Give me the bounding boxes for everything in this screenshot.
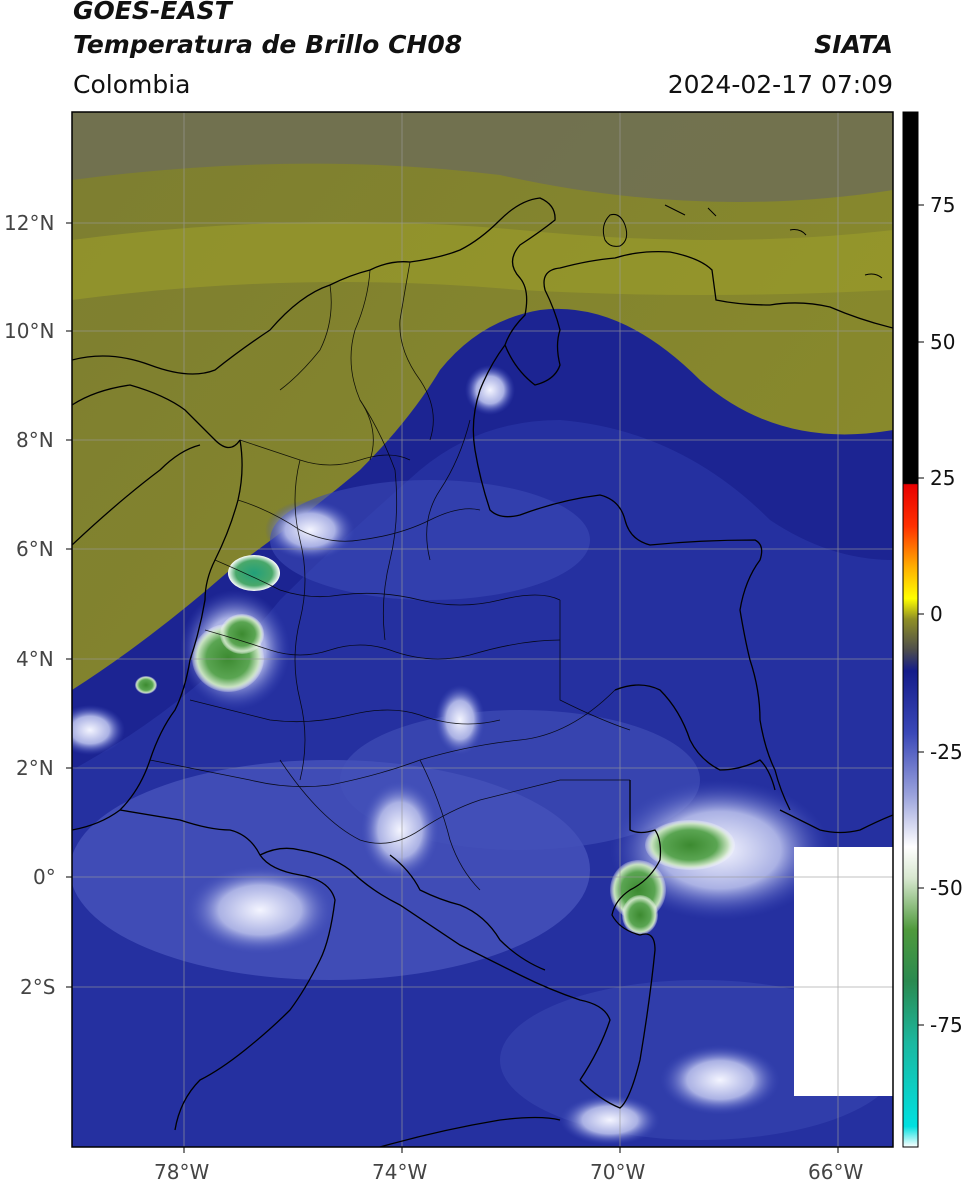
lat-label-2n: 2°N bbox=[16, 756, 54, 780]
lat-label-6n: 6°N bbox=[16, 537, 54, 561]
region-label: Colombia bbox=[73, 70, 191, 99]
island-small bbox=[707, 207, 717, 217]
amazon-south bbox=[379, 1116, 561, 1147]
satellite-title: GOES-EAST bbox=[73, 0, 232, 25]
cloud-top-5 bbox=[465, 365, 515, 415]
convective-core-east-3 bbox=[622, 895, 658, 935]
lon-label-74w: 74°W bbox=[372, 1160, 428, 1184]
colorbar-label-minus25: -25 bbox=[930, 740, 963, 764]
lat-label-8n: 8°N bbox=[16, 428, 54, 452]
cloud-top-8 bbox=[72, 705, 125, 755]
venezuela-south-border bbox=[779, 809, 893, 834]
island-bonaire bbox=[664, 204, 686, 216]
cloud-top-7 bbox=[560, 1095, 660, 1145]
island-margarita bbox=[789, 229, 807, 236]
colorbar-label-minus50: -50 bbox=[930, 876, 963, 900]
lat-label-2s: 2°S bbox=[20, 975, 56, 999]
colorbar-label-minus75: -75 bbox=[930, 1013, 963, 1037]
lon-label-78w: 78°W bbox=[154, 1160, 210, 1184]
organization-label: SIATA bbox=[814, 30, 893, 59]
colombia-brazil-border bbox=[579, 780, 662, 1109]
cloud-top-2 bbox=[360, 780, 440, 880]
convective-core-north bbox=[228, 555, 280, 591]
lon-label-70w: 70°W bbox=[590, 1160, 646, 1184]
map-frame bbox=[71, 111, 894, 1148]
island-curacao bbox=[602, 214, 628, 247]
convective-core-east bbox=[645, 820, 735, 870]
cloud-top-4 bbox=[265, 500, 355, 560]
department-lines bbox=[149, 261, 631, 891]
colombia-venezuela-border bbox=[472, 344, 791, 811]
convective-core-small bbox=[135, 676, 157, 694]
datetime-label: 2024-02-17 07:09 bbox=[667, 70, 893, 99]
cloud-top-3 bbox=[435, 685, 485, 755]
colorbar-label-75: 75 bbox=[930, 193, 956, 217]
colorbar-label-25: 25 bbox=[930, 466, 956, 490]
colorbar bbox=[902, 111, 919, 1148]
lat-label-12n: 12°N bbox=[4, 211, 55, 235]
borders bbox=[72, 197, 893, 1147]
map-ticks bbox=[66, 222, 839, 1153]
graticule bbox=[72, 112, 893, 1147]
lat-label-10n: 10°N bbox=[4, 319, 55, 343]
pacific-coast bbox=[72, 439, 243, 831]
colorbar-ticks bbox=[918, 204, 924, 1026]
panama-coast bbox=[72, 384, 241, 449]
cloud-top-1 bbox=[185, 865, 335, 955]
convective-core-west-2 bbox=[220, 614, 264, 654]
colorbar-label-50: 50 bbox=[930, 330, 956, 354]
lat-label-4n: 4°N bbox=[16, 647, 54, 671]
colombia-peru-border bbox=[259, 847, 611, 1081]
product-title: Temperatura de Brillo CH08 bbox=[73, 30, 463, 59]
lon-label-66w: 66°W bbox=[808, 1160, 864, 1184]
venezuela-brazil-border bbox=[614, 684, 776, 791]
lat-label-0: 0° bbox=[33, 865, 56, 889]
gray-band bbox=[72, 112, 893, 202]
cloud-band-north bbox=[270, 480, 590, 600]
cloud-top-6 bbox=[660, 1045, 780, 1115]
yellow-band bbox=[72, 222, 893, 300]
panama-south-coast bbox=[72, 444, 201, 546]
island-trinidad bbox=[864, 273, 883, 279]
missing-data-patch bbox=[794, 847, 893, 1096]
islands bbox=[602, 204, 883, 279]
caribbean-coast bbox=[72, 197, 893, 386]
putumayo-border bbox=[389, 854, 546, 971]
ecuador-peru-border bbox=[119, 809, 336, 1131]
colorbar-label-0: 0 bbox=[930, 602, 943, 626]
